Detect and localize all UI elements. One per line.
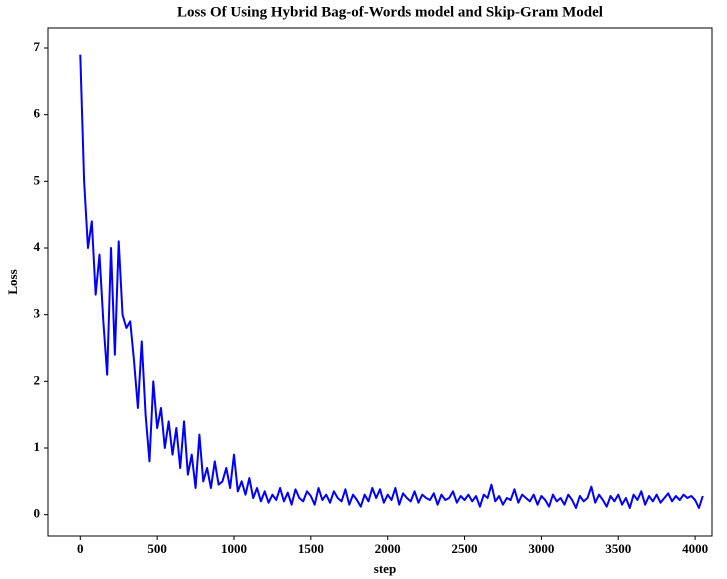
loss-line [79, 54, 704, 509]
x-tick-label: 2500 [452, 541, 478, 556]
x-tick-label: 500 [147, 541, 167, 556]
x-tick-label: 1500 [298, 541, 324, 556]
y-tick-label: 0 [34, 506, 41, 521]
x-tick-label: 4000 [682, 541, 708, 556]
plot-frame [47, 27, 713, 537]
y-tick-label: 6 [34, 106, 41, 121]
chart-title: Loss Of Using Hybrid Bag-of-Words model … [177, 4, 603, 20]
y-tick-label: 1 [34, 439, 41, 454]
y-tick-label: 5 [34, 172, 41, 187]
y-axis-label: Loss [5, 269, 20, 294]
y-tick-label: 3 [34, 306, 41, 321]
y-tick-label: 4 [34, 239, 41, 254]
x-tick-label: 3500 [605, 541, 631, 556]
x-tick-label: 1000 [221, 541, 247, 556]
x-tick-label: 0 [77, 541, 84, 556]
y-tick-label: 2 [34, 372, 41, 387]
y-tick-label: 7 [34, 39, 41, 54]
x-axis-label: step [374, 561, 396, 576]
x-tick-label: 2000 [375, 541, 401, 556]
x-tick-label: 3000 [528, 541, 554, 556]
